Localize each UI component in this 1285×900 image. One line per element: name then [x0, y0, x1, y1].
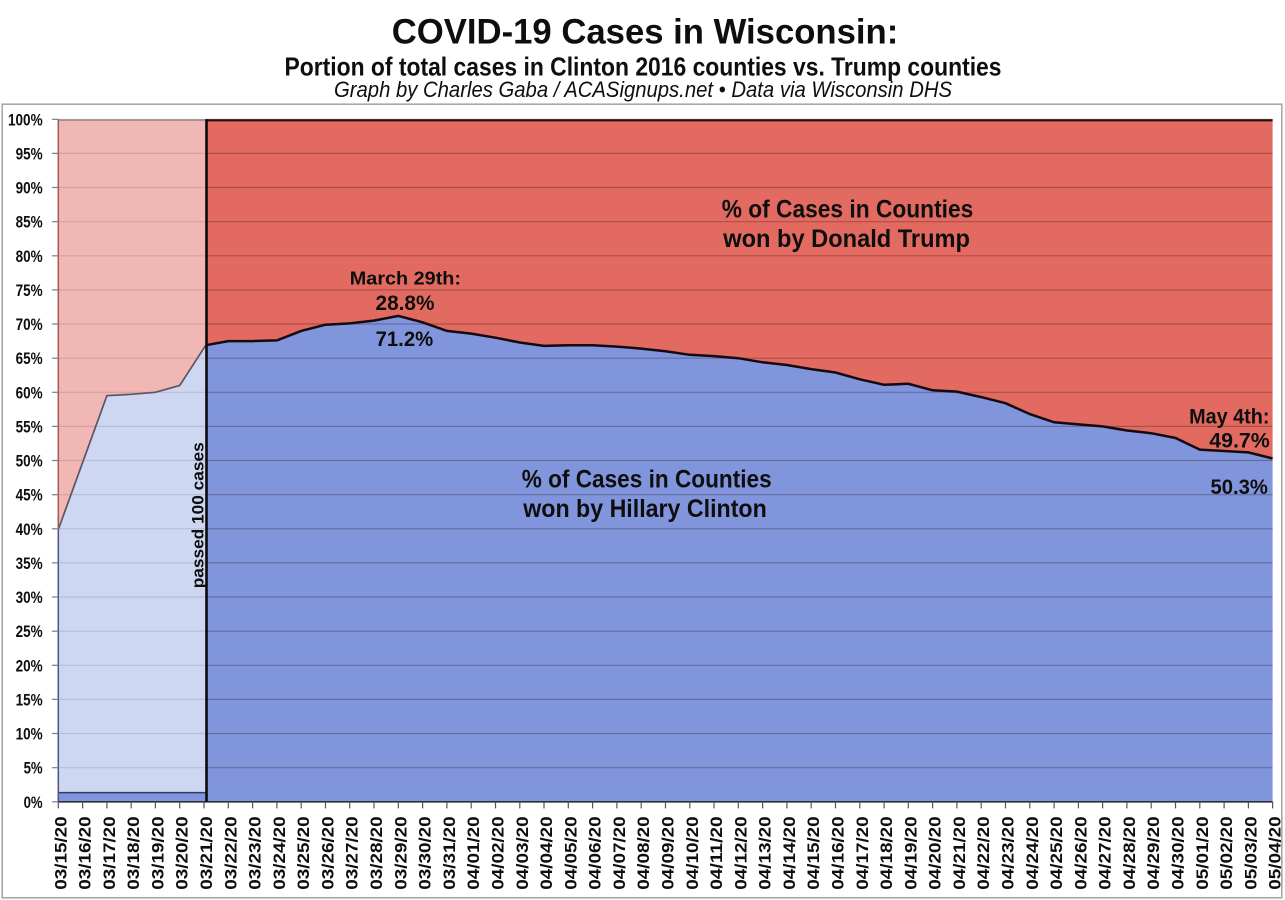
svg-text:04/27/20: 04/27/20 — [1096, 816, 1115, 890]
svg-text:03/30/20: 03/30/20 — [416, 816, 435, 890]
svg-text:05/04/20: 05/04/20 — [1266, 816, 1285, 890]
svg-text:04/30/20: 04/30/20 — [1169, 816, 1188, 890]
svg-text:03/18/20: 03/18/20 — [124, 816, 143, 890]
svg-text:COVID-19 Cases in Wisconsin:: COVID-19 Cases in Wisconsin: — [392, 13, 899, 52]
svg-text:50.3%: 50.3% — [1211, 475, 1268, 499]
svg-text:Portion of total cases in Clin: Portion of total cases in Clinton 2016 c… — [285, 51, 1002, 81]
svg-text:25%: 25% — [16, 623, 43, 641]
svg-text:45%: 45% — [16, 487, 43, 505]
svg-text:04/23/20: 04/23/20 — [999, 816, 1018, 890]
svg-text:49.7%: 49.7% — [1209, 428, 1270, 452]
svg-text:04/07/20: 04/07/20 — [610, 816, 629, 890]
svg-text:35%: 35% — [16, 555, 43, 573]
svg-text:04/09/20: 04/09/20 — [659, 816, 678, 890]
svg-text:05/01/20: 05/01/20 — [1193, 816, 1212, 890]
svg-text:03/29/20: 03/29/20 — [391, 816, 410, 890]
svg-text:03/22/20: 03/22/20 — [221, 816, 240, 890]
svg-text:04/22/20: 04/22/20 — [974, 816, 993, 890]
svg-text:04/08/20: 04/08/20 — [634, 816, 653, 890]
svg-text:04/11/20: 04/11/20 — [707, 816, 726, 890]
svg-text:04/05/20: 04/05/20 — [561, 816, 580, 890]
svg-text:March 29th:: March 29th: — [350, 268, 461, 289]
svg-text:Graph by Charles Gaba / ACASig: Graph by Charles Gaba / ACASignups.net •… — [334, 77, 952, 102]
svg-text:04/29/20: 04/29/20 — [1144, 816, 1163, 890]
svg-text:03/20/20: 03/20/20 — [173, 816, 192, 890]
svg-text:55%: 55% — [16, 418, 43, 436]
svg-text:03/25/20: 03/25/20 — [294, 816, 313, 890]
svg-text:04/13/20: 04/13/20 — [756, 816, 775, 890]
svg-text:28.8%: 28.8% — [376, 291, 435, 315]
svg-text:15%: 15% — [16, 691, 43, 709]
svg-text:passed 100 cases: passed 100 cases — [189, 442, 207, 588]
svg-text:80%: 80% — [16, 248, 43, 266]
svg-text:03/26/20: 03/26/20 — [319, 816, 338, 890]
svg-text:04/02/20: 04/02/20 — [489, 816, 508, 890]
svg-text:65%: 65% — [16, 350, 43, 368]
svg-text:won by Donald Trump: won by Donald Trump — [722, 225, 970, 253]
svg-text:5%: 5% — [24, 760, 43, 778]
svg-text:03/19/20: 03/19/20 — [148, 816, 167, 890]
svg-text:04/14/20: 04/14/20 — [780, 816, 799, 890]
svg-text:03/24/20: 03/24/20 — [270, 816, 289, 890]
svg-text:20%: 20% — [16, 657, 43, 675]
svg-text:03/16/20: 03/16/20 — [76, 816, 95, 890]
svg-text:% of Cases in Counties: % of Cases in Counties — [522, 466, 772, 494]
svg-text:95%: 95% — [16, 145, 43, 163]
svg-text:04/26/20: 04/26/20 — [1071, 816, 1090, 890]
svg-text:04/20/20: 04/20/20 — [926, 816, 945, 890]
svg-text:10%: 10% — [16, 726, 43, 744]
svg-text:04/19/20: 04/19/20 — [901, 816, 920, 890]
svg-text:04/18/20: 04/18/20 — [877, 816, 896, 890]
svg-text:03/23/20: 03/23/20 — [246, 816, 265, 890]
svg-text:04/21/20: 04/21/20 — [950, 816, 969, 890]
svg-text:03/27/20: 03/27/20 — [343, 816, 362, 890]
svg-text:03/31/20: 03/31/20 — [440, 816, 459, 890]
svg-text:03/28/20: 03/28/20 — [367, 816, 386, 890]
svg-text:40%: 40% — [16, 521, 43, 539]
svg-text:04/06/20: 04/06/20 — [586, 816, 605, 890]
svg-text:04/03/20: 04/03/20 — [513, 816, 532, 890]
svg-text:04/28/20: 04/28/20 — [1120, 816, 1139, 890]
svg-text:03/21/20: 03/21/20 — [197, 816, 216, 890]
svg-text:May 4th:: May 4th: — [1189, 406, 1269, 429]
svg-text:04/25/20: 04/25/20 — [1047, 816, 1066, 890]
svg-text:% of Cases in Counties: % of Cases in Counties — [722, 196, 974, 224]
svg-text:75%: 75% — [16, 282, 43, 300]
svg-text:100%: 100% — [8, 111, 43, 129]
svg-text:30%: 30% — [16, 589, 43, 607]
svg-text:04/01/20: 04/01/20 — [464, 816, 483, 890]
svg-text:85%: 85% — [16, 214, 43, 232]
svg-text:50%: 50% — [16, 453, 43, 471]
svg-text:04/04/20: 04/04/20 — [537, 816, 556, 890]
svg-text:04/17/20: 04/17/20 — [853, 816, 872, 890]
svg-text:03/15/20: 03/15/20 — [51, 816, 70, 890]
svg-text:0%: 0% — [24, 794, 43, 812]
svg-text:04/24/20: 04/24/20 — [1023, 816, 1042, 890]
svg-text:04/15/20: 04/15/20 — [804, 816, 823, 890]
svg-text:won by Hillary Clinton: won by Hillary Clinton — [522, 495, 766, 523]
svg-text:60%: 60% — [16, 384, 43, 402]
svg-text:90%: 90% — [16, 180, 43, 198]
svg-text:03/17/20: 03/17/20 — [100, 816, 119, 890]
svg-text:05/02/20: 05/02/20 — [1217, 816, 1236, 890]
svg-text:70%: 70% — [16, 316, 43, 334]
svg-text:04/10/20: 04/10/20 — [683, 816, 702, 890]
svg-text:04/16/20: 04/16/20 — [829, 816, 848, 890]
svg-text:71.2%: 71.2% — [376, 327, 434, 351]
svg-text:04/12/20: 04/12/20 — [731, 816, 750, 890]
svg-text:05/03/20: 05/03/20 — [1241, 816, 1260, 890]
